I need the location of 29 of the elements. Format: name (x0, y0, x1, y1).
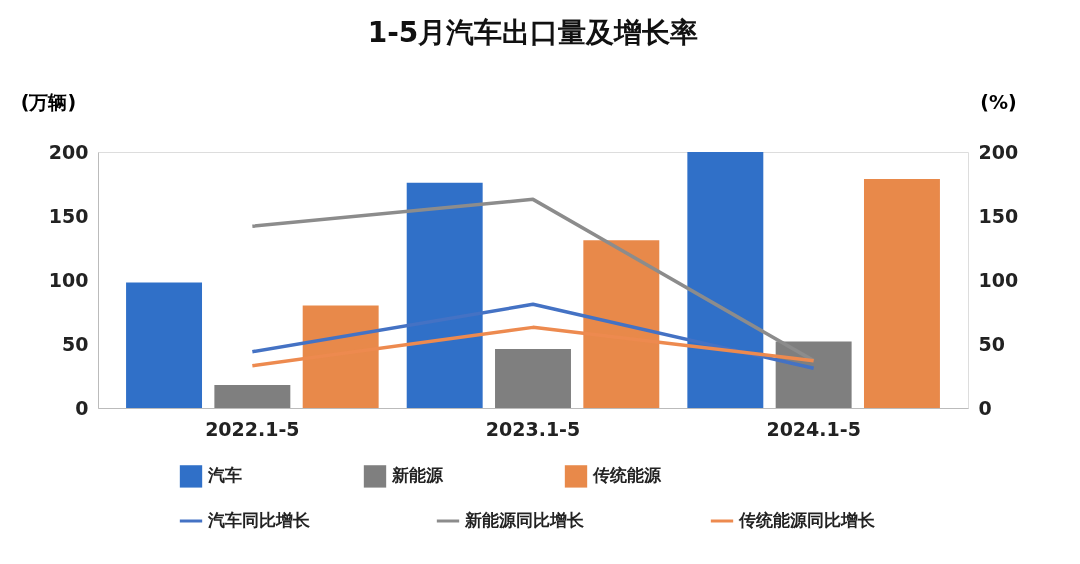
bar (214, 384, 291, 408)
legend-label: 汽车 (207, 465, 242, 486)
y2-axis-title: (%) (980, 90, 1017, 113)
y-tick-label: 50 (62, 332, 89, 355)
bar (863, 178, 940, 408)
chart-title: 1-5月汽车出口量及增长率 (367, 16, 699, 49)
bar (687, 152, 764, 408)
x-tick-label: 2022.1-5 (205, 417, 300, 440)
legend-label: 新能源同比增长 (464, 510, 585, 530)
legend-label: 新能源 (391, 465, 444, 486)
y2-tick-label: 50 (978, 332, 1005, 355)
y-tick-label: 150 (48, 204, 89, 227)
legend-label: 汽车同比增长 (207, 510, 311, 530)
y-axis-title: (万辆) (20, 90, 77, 113)
y-tick-label: 0 (75, 396, 89, 419)
legend-label: 传统能源 (592, 465, 662, 486)
y-tick-label: 200 (48, 140, 89, 163)
bar (495, 349, 571, 408)
bar (775, 341, 852, 408)
y2-tick-label: 0 (978, 396, 992, 419)
x-tick-label: 2023.1-5 (485, 417, 581, 440)
y2-tick-label: 150 (978, 204, 1019, 227)
bar (126, 282, 203, 408)
legend-label: 传统能源同比增长 (738, 510, 876, 530)
y-tick-label: 100 (48, 268, 89, 291)
bar (406, 182, 483, 408)
y2-tick-label: 200 (978, 140, 1019, 163)
y2-tick-label: 100 (978, 268, 1019, 291)
x-tick-label: 2024.1-5 (766, 417, 861, 440)
